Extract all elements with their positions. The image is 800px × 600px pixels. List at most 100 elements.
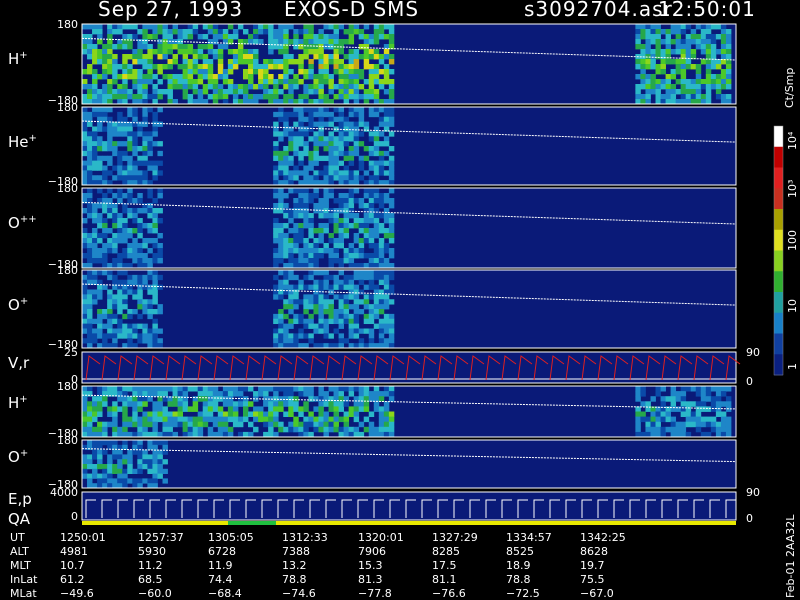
heatmap-cell: [268, 99, 274, 105]
heatmap-cell: [137, 289, 143, 295]
panel-frame: [81, 23, 737, 105]
heatmap-cell: [293, 203, 299, 209]
heatmap-cell: [92, 468, 98, 474]
heatmap-cell: [388, 421, 395, 428]
heatmap-cell: [288, 188, 294, 194]
heatmap-cell: [127, 459, 133, 465]
heatmap-cell: [112, 284, 118, 290]
heatmap-cell: [87, 39, 93, 45]
heatmap-cell: [273, 126, 279, 132]
heatmap-cell: [383, 416, 390, 423]
heatmap-cell: [293, 401, 299, 407]
heatmap-cell: [112, 401, 118, 407]
heatmap-cell: [343, 170, 350, 176]
heatmap-cell: [87, 44, 93, 50]
heatmap-cell: [333, 391, 339, 397]
heatmap-cell: [308, 116, 314, 123]
heatmap-cell: [298, 343, 304, 349]
heatmap-cell: [670, 396, 677, 402]
heatmap-cell: [353, 213, 360, 219]
heatmap-cell: [303, 431, 309, 438]
heatmap-cell: [288, 421, 294, 428]
heatmap-cell: [328, 248, 334, 254]
heatmap-cell: [253, 411, 259, 417]
heatmap-cell: [288, 59, 294, 65]
heatmap-cell: [358, 248, 365, 254]
heatmap-cell: [353, 396, 360, 402]
heatmap-cell: [92, 243, 98, 249]
heatmap-cell: [378, 155, 385, 162]
heatmap-cell: [283, 338, 289, 344]
heatmap-cell: [258, 69, 264, 75]
heatmap-cell: [640, 64, 646, 70]
heatmap-cell: [353, 253, 360, 259]
heatmap-cell: [298, 258, 304, 264]
heatmap-cell: [263, 401, 269, 407]
heatmap-cell: [353, 233, 360, 239]
heatmap-cell: [97, 426, 103, 433]
heatmap-cell: [137, 193, 143, 199]
heatmap-cell: [303, 116, 309, 123]
heatmap-cell: [348, 79, 355, 85]
heatmap-cell: [152, 218, 158, 224]
heatmap-cell: [147, 483, 153, 489]
heatmap-cell: [232, 411, 239, 417]
heatmap-cell: [675, 49, 682, 55]
heatmap-cell: [142, 391, 148, 397]
heatmap-cell: [132, 274, 138, 281]
heatmap-cell: [107, 54, 113, 60]
ephemeris-value: 78.8: [282, 573, 307, 586]
ephemeris-value: 1305:05: [208, 531, 254, 544]
heatmap-cell: [82, 165, 88, 171]
heatmap-cell: [283, 170, 289, 176]
heatmap-cell: [152, 131, 158, 137]
heatmap-cell: [715, 34, 722, 40]
heatmap-cell: [87, 146, 93, 152]
heatmap-cell: [705, 24, 712, 30]
heatmap-cell: [333, 94, 339, 100]
heatmap-cell: [278, 284, 284, 290]
heatmap-cell: [248, 64, 254, 70]
heatmap-cell: [137, 416, 143, 423]
heatmap-cell: [162, 440, 168, 446]
heatmap-cell: [293, 213, 299, 219]
heatmap-cell: [313, 39, 319, 45]
heatmap-cell: [383, 270, 390, 276]
heatmap-cell: [97, 483, 103, 489]
heatmap-cell: [363, 34, 370, 40]
heatmap-cell: [368, 208, 375, 214]
heatmap-cell: [162, 29, 168, 35]
heatmap-cell: [318, 391, 324, 397]
heatmap-cell: [202, 74, 209, 80]
heatmap-cell: [258, 29, 264, 35]
heatmap-cell: [373, 233, 380, 239]
heatmap-cell: [303, 165, 309, 171]
ephemeris-value: 18.9: [506, 559, 531, 572]
colorbar-unit-label: Ct/Smp: [783, 67, 796, 108]
heatmap-cell: [655, 391, 661, 397]
heatmap-cell: [212, 99, 219, 105]
heatmap-cell: [695, 84, 702, 90]
heatmap-cell: [368, 243, 375, 249]
heatmap-cell: [82, 253, 88, 259]
heatmap-cell: [383, 24, 390, 30]
heatmap-cell: [122, 459, 128, 465]
heatmap-cell: [192, 406, 199, 412]
heatmap-cell: [117, 396, 123, 402]
heatmap-cell: [92, 258, 98, 264]
heatmap-cell: [82, 401, 88, 407]
heatmap-cell: [117, 253, 123, 259]
heatmap-cell: [182, 401, 189, 407]
heatmap-cell: [107, 89, 113, 95]
heatmap-cell: [383, 284, 390, 290]
heatmap-cell: [187, 49, 194, 55]
heatmap-cell: [127, 69, 133, 75]
heatmap-cell: [132, 411, 138, 417]
heatmap-cell: [92, 444, 98, 450]
heatmap-cell: [665, 29, 671, 35]
heatmap-cell: [715, 84, 722, 90]
heatmap-cell: [343, 401, 350, 407]
heatmap-cell: [137, 99, 143, 105]
heatmap-cell: [152, 338, 158, 344]
heatmap-cell: [323, 223, 329, 229]
